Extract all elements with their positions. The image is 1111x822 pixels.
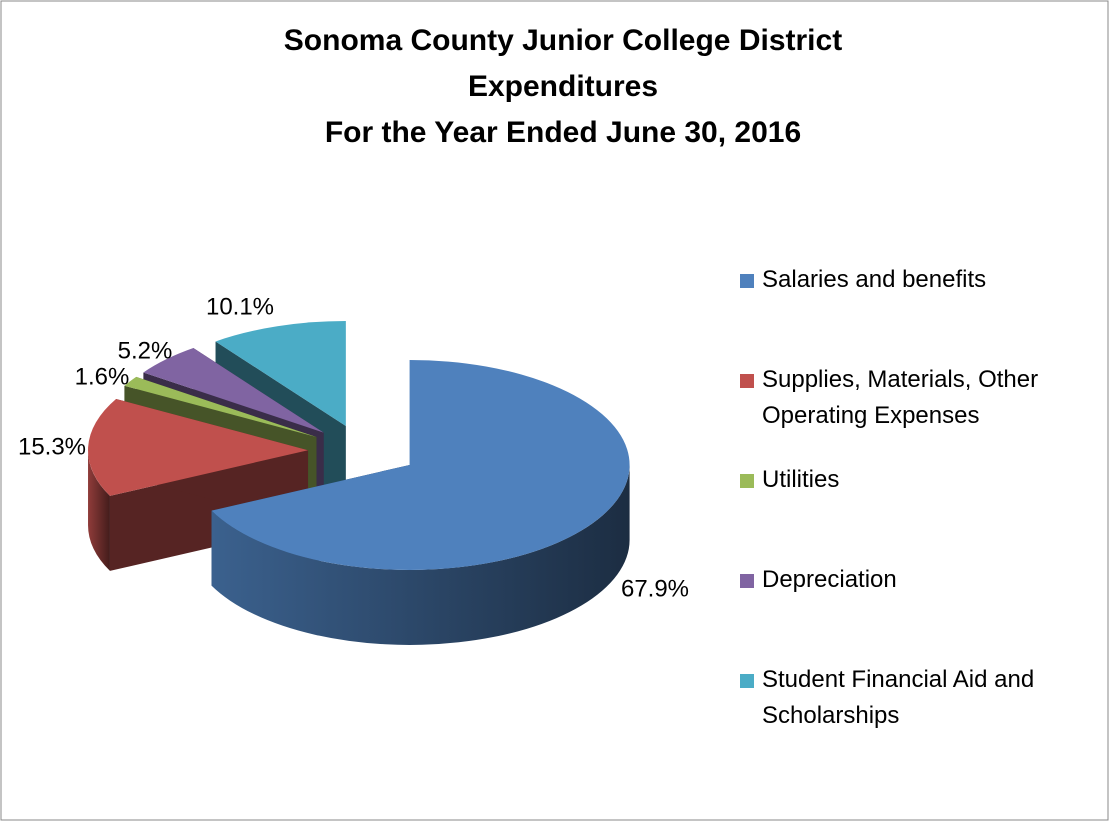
legend-label: Supplies, Materials, Other Operating Exp… [762, 366, 1039, 429]
data-label: 10.1% [206, 293, 274, 320]
slice-top [143, 348, 324, 433]
data-label: 67.9% [621, 575, 689, 602]
legend-swatch [740, 574, 754, 588]
legend-label: Utilities [762, 466, 840, 493]
legend-swatch [740, 474, 754, 488]
chart-title: For the Year Ended June 30, 2016 [325, 116, 801, 149]
data-label: 1.6% [75, 363, 130, 390]
slice-top [211, 359, 630, 570]
slice-side [211, 464, 630, 645]
legend-swatch [740, 274, 754, 288]
legend-label: Depreciation [762, 566, 897, 593]
slice [211, 359, 630, 645]
slice-side [88, 450, 110, 571]
chart-title: Expenditures [468, 70, 658, 103]
legend-label: Student Financial Aid and Scholarships [762, 666, 1035, 729]
slice-top [88, 398, 309, 496]
legend-swatch [740, 674, 754, 688]
data-label: 15.3% [18, 433, 86, 460]
legend-swatch [740, 374, 754, 388]
chart-title: Sonoma County Junior College District [284, 24, 842, 57]
data-label: 5.2% [118, 337, 173, 364]
slice-top [215, 321, 346, 427]
slice [88, 398, 309, 571]
slice-top [124, 376, 317, 438]
legend-label: Salaries and benefits [762, 266, 987, 293]
